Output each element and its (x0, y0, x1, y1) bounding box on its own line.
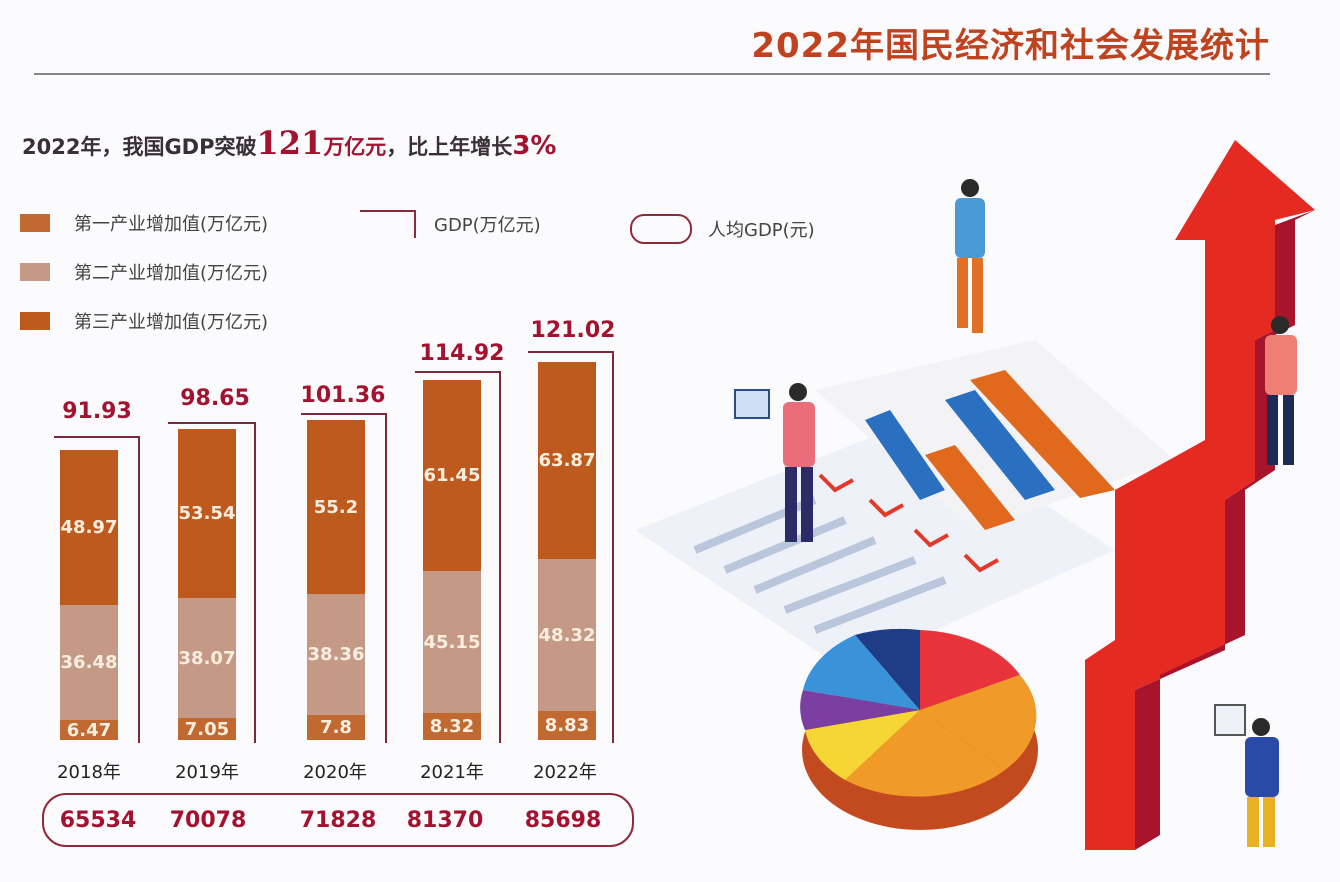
check-mark-icon (818, 473, 999, 573)
bar-segment-primary: 8.32 (423, 713, 481, 740)
gdp-total-2019: 98.65 (180, 386, 250, 411)
gdp-bracket-marker (360, 210, 416, 238)
gdp-bracket-2022 (528, 351, 614, 743)
person-icon (1214, 704, 1279, 847)
gdp-total-2021: 114.92 (419, 341, 505, 366)
gdp-bracket-2019 (168, 422, 256, 743)
per-capita-2019: 70078 (169, 808, 247, 833)
legend-label-per-capita: 人均GDP(元) (708, 220, 815, 241)
bar-segment-primary: 7.05 (178, 718, 236, 740)
bar-2019: 53.54 38.07 7.05 (178, 429, 236, 740)
gdp-total-2020: 101.36 (300, 383, 386, 408)
bar-segment-tertiary: 48.97 (60, 450, 118, 605)
gdp-total-2022: 121.02 (530, 318, 616, 343)
legend-label-secondary: 第二产业增加值(万亿元) (74, 263, 269, 284)
x-label-2020: 2020年 (303, 762, 367, 783)
legend-item-secondary: 第二产业增加值(万亿元) (20, 259, 268, 285)
mini-bar-chart-icon (865, 410, 945, 500)
headline: 2022年，我国GDP突破121万亿元，比上年增长3% (22, 124, 556, 162)
title-divider (34, 73, 1270, 75)
x-label-2019: 2019年 (175, 762, 239, 783)
legend-swatch-primary (20, 214, 50, 232)
legend-item-tertiary: 第三产业增加值(万亿元) (20, 308, 268, 334)
per-capita-gdp-box (42, 793, 634, 847)
bar-segment-primary: 8.83 (538, 711, 596, 740)
economy-illustration (635, 140, 1315, 850)
legend-label-primary: 第一产业增加值(万亿元) (74, 214, 269, 235)
bar-segment-secondary: 36.48 (60, 605, 118, 720)
bar-2020: 55.2 38.36 7.8 (307, 420, 365, 740)
legend-item-per-capita: 人均GDP(元) (630, 214, 815, 244)
gdp-total-2018: 91.93 (62, 399, 132, 424)
bar-segment-secondary: 48.32 (538, 559, 596, 711)
gdp-bracket-2021 (415, 371, 501, 743)
legend-label-tertiary: 第三产业增加值(万亿元) (74, 312, 269, 333)
per-capita-2018: 65534 (59, 808, 137, 833)
person-icon (955, 179, 985, 333)
bar-2022: 63.87 48.32 8.83 (538, 362, 596, 740)
person-icon (1265, 316, 1297, 465)
per-capita-2020: 71828 (299, 808, 377, 833)
bar-segment-primary: 7.8 (307, 715, 365, 740)
headline-gdp-value: 121 (256, 124, 324, 162)
bar-segment-tertiary: 63.87 (538, 362, 596, 559)
bar-2018: 48.97 36.48 6.47 (60, 450, 118, 740)
bar-segment-secondary: 45.15 (423, 571, 481, 713)
page-title: 2022年国民经济和社会发展统计 (751, 26, 1270, 66)
per-capita-2022: 85698 (524, 808, 602, 833)
headline-unit: 万亿元 (323, 135, 387, 159)
bar-segment-secondary: 38.36 (307, 594, 365, 715)
x-label-2018: 2018年 (57, 762, 121, 783)
per-capita-2021: 81370 (406, 808, 484, 833)
headline-growth: 3% (512, 131, 557, 161)
bar-2021: 61.45 45.15 8.32 (423, 380, 481, 740)
legend-label-gdp: GDP(万亿元) (434, 215, 541, 236)
gdp-bracket-2020 (301, 413, 387, 743)
legend-item-primary: 第一产业增加值(万亿元) (20, 210, 268, 236)
headline-prefix: 2022年，我国GDP突破 (22, 135, 257, 159)
bar-segment-secondary: 38.07 (178, 598, 236, 718)
legend-swatch-secondary (20, 263, 50, 281)
pie-chart-icon (800, 628, 1038, 830)
bar-segment-tertiary: 61.45 (423, 380, 481, 571)
gdp-bracket-2018 (54, 436, 140, 743)
legend-swatch-tertiary (20, 312, 50, 330)
legend-item-gdp: GDP(万亿元) (360, 210, 541, 238)
growth-arrow-icon (1085, 140, 1315, 850)
bar-segment-tertiary: 55.2 (307, 420, 365, 594)
bar-segment-primary: 6.47 (60, 720, 118, 740)
headline-mid: ，比上年增长 (386, 135, 513, 159)
per-capita-pill-marker (630, 214, 692, 244)
bar-segment-tertiary: 53.54 (178, 429, 236, 598)
person-icon (734, 383, 815, 542)
x-label-2022: 2022年 (533, 762, 597, 783)
x-label-2021: 2021年 (420, 762, 484, 783)
